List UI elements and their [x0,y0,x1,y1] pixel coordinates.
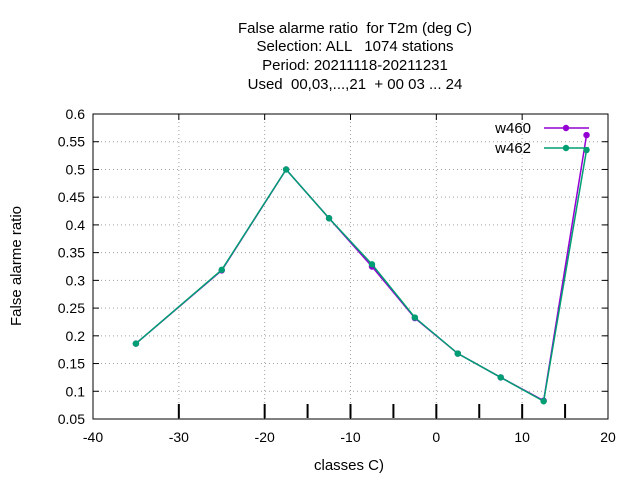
legend: w460 w462 [494,120,589,157]
data-point-w462 [411,314,419,321]
y-tick-label: 0.2 [66,328,86,344]
data-point-w462 [368,261,376,268]
data-point-w462 [132,340,140,347]
y-tick-label: 0.4 [66,217,86,233]
x-tick-label: 0 [432,429,440,445]
legend-label-w462: w462 [494,140,531,157]
data-point-w460 [583,131,590,139]
data-point-w462 [325,215,333,222]
data-point-w462 [497,374,504,381]
x-tick-label: 20 [600,429,616,445]
data-point-w462 [282,166,290,173]
x-tick-label: -10 [340,429,360,445]
data-point-w462 [454,350,461,357]
x-tick-label: -30 [169,429,189,445]
y-tick-label: 0.25 [58,300,85,316]
x-tick-label: -20 [255,429,275,445]
grid [92,113,609,420]
y-tick-label: 0.1 [66,383,86,399]
y-tick-label: 0.05 [58,411,85,427]
y-tick-label: 0.5 [66,161,86,177]
y-tick-label: 0.15 [58,356,85,372]
x-axis-label: classes C) [314,457,384,474]
y-tick-label: 0.6 [66,106,86,122]
chart-title-line-2: Selection: ALL 1074 stations [256,38,454,55]
series-line-w460 [135,134,588,402]
chart-title-line-1: False alarme ratio for T2m (deg C) [238,20,472,37]
x-tick-label: 10 [514,429,530,445]
axis-ticks: 0.05 0.1 0.15 0.2 0.25 0.3 0.35 0.4 0.45 0.5 0.55 0… [58,106,616,445]
class-boundary-ticks [177,404,567,418]
x-tick-label: -40 [83,429,103,445]
chart-title-line-3: Period: 20211118-20211231 [262,57,448,74]
y-tick-label: 0.45 [58,189,85,205]
series-line-w462 [135,149,588,403]
chart-title-line-4: Used 00,03,...,21 + 00 03 ... 24 [247,76,463,93]
data-point-w462 [218,266,225,274]
y-axis-label: False alarme ratio [8,206,25,326]
legend-marker-w462 [562,144,570,152]
data-point-w462 [540,398,547,405]
series-layer [132,131,590,405]
legend-label-w460: w460 [494,120,531,137]
legend-marker-w460 [562,124,570,132]
y-tick-label: 0.55 [58,134,85,150]
y-tick-label: 0.3 [66,272,86,288]
y-tick-label: 0.35 [58,245,85,261]
